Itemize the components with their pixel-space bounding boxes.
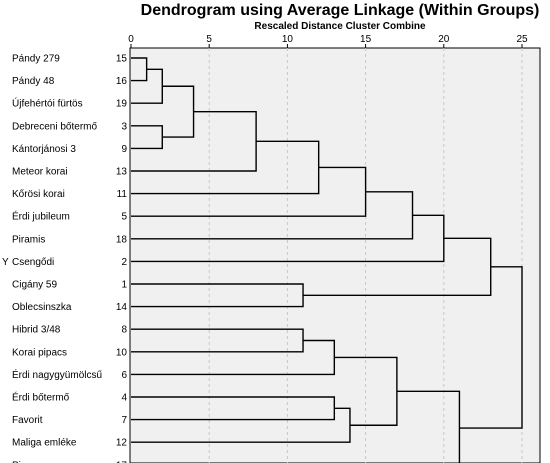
leaf-case-number: 17 <box>116 460 128 463</box>
leaf-case-number: 6 <box>121 370 127 381</box>
leaf-case-number: 14 <box>116 302 128 313</box>
chart-title: Dendrogram using Average Linkage (Within… <box>140 2 540 19</box>
leaf-label: Debreceni bőtermő <box>12 121 97 132</box>
dendrogram-branch <box>459 266 523 429</box>
leaf-label: Újfehértói fürtös <box>12 97 83 110</box>
leaf-case-number: 3 <box>121 121 127 132</box>
leaf-label: Érdi jubileum <box>12 210 70 223</box>
leaf-label: Pándy 48 <box>12 76 55 87</box>
leaf-label: Maliga emléke <box>12 438 77 449</box>
leaf-case-number: 10 <box>116 347 128 358</box>
leaf-case-number: 16 <box>116 76 128 87</box>
leaf-label: Érdi bőtermő <box>12 391 70 404</box>
leaf-case-number: 8 <box>121 325 127 336</box>
leaf-label: Kántorjánosi 3 <box>12 144 76 155</box>
leaf-label: Kőrösi korai <box>12 189 65 200</box>
leaf-label: Pándy 279 <box>12 54 60 65</box>
leaf-case-number: 4 <box>121 393 127 404</box>
leaf-case-number: 12 <box>116 438 128 449</box>
leaf-case-number: 1 <box>121 280 127 291</box>
x-tick-label: 10 <box>282 34 294 45</box>
leaf-case-number: 7 <box>121 415 127 426</box>
leaf-label: Érdi nagygyümölcsű <box>12 368 102 381</box>
leaf-case-number: 5 <box>121 212 127 223</box>
leaf-label: Hibrid 3/48 <box>12 325 61 336</box>
x-tick-label: 20 <box>438 34 450 45</box>
leaf-label: Csengődi <box>12 257 54 268</box>
leaf-case-number: 15 <box>116 54 128 65</box>
leaf-case-number: 19 <box>116 99 128 110</box>
x-tick-label: 25 <box>516 34 528 45</box>
leaf-label: Korai pipacs <box>12 347 67 358</box>
leaf-label: Meteor korai <box>12 167 68 178</box>
leaf-case-number: 2 <box>121 257 127 268</box>
leaf-case-number: 11 <box>117 189 128 200</box>
leaf-case-number: 18 <box>116 234 128 245</box>
x-tick-label: 5 <box>206 34 212 45</box>
x-tick-label: 15 <box>360 34 372 45</box>
x-tick-label: 0 <box>128 34 134 45</box>
leaf-label: Piramis <box>12 234 45 245</box>
plot-area <box>129 47 541 463</box>
chart-subtitle: Rescaled Distance Cluster Combine <box>254 21 426 32</box>
leaf-case-number: 13 <box>116 167 128 178</box>
leaf-label: Cigány 59 <box>12 280 57 291</box>
leaf-case-number: 9 <box>121 144 127 155</box>
leaf-label: Favorit <box>12 415 43 426</box>
leaf-label: Oblecsinszka <box>12 302 72 313</box>
y-axis-label: Y <box>2 257 9 268</box>
leaf-label: Pipacs <box>12 460 42 463</box>
